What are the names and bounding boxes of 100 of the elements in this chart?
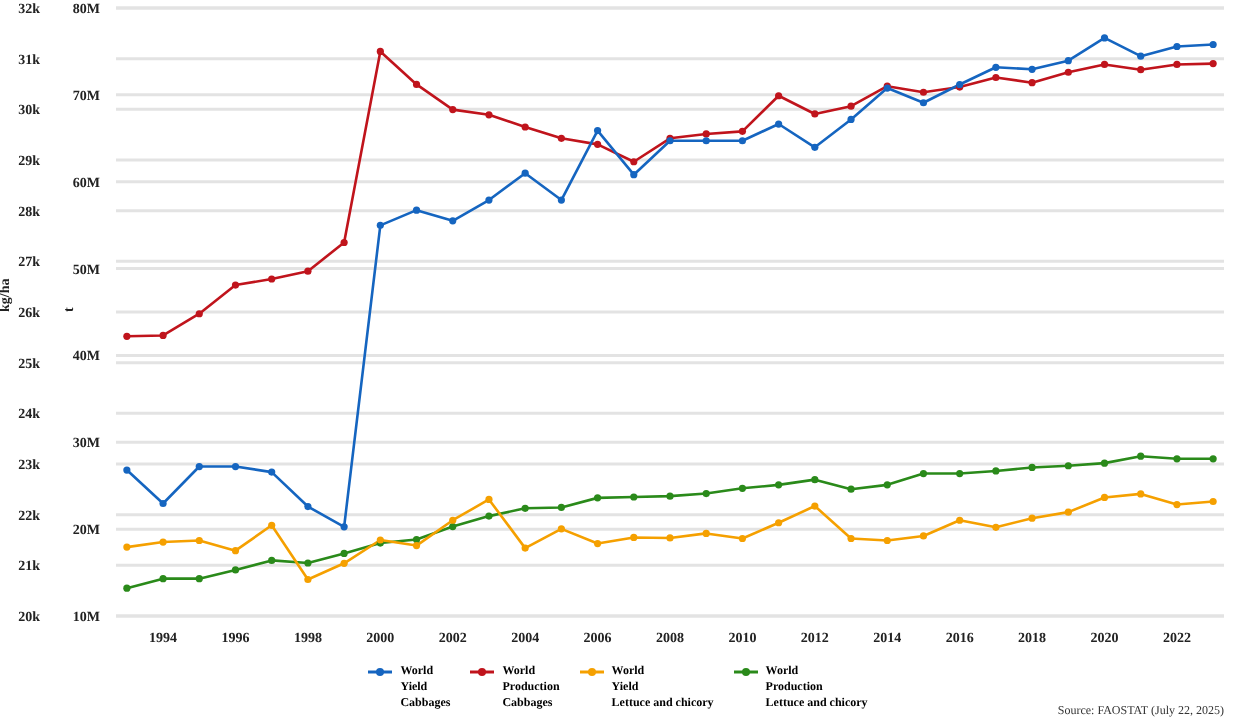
point <box>268 556 276 565</box>
point <box>1173 500 1181 509</box>
point <box>1028 79 1036 87</box>
point <box>847 485 855 493</box>
point <box>702 529 710 538</box>
point <box>412 535 421 544</box>
point <box>521 544 529 552</box>
point <box>919 99 928 107</box>
point <box>195 536 203 545</box>
point <box>485 196 493 204</box>
point <box>231 566 240 574</box>
point <box>992 63 1000 71</box>
point <box>557 525 565 533</box>
point <box>195 310 203 318</box>
point <box>992 467 1000 475</box>
point <box>1100 459 1109 467</box>
point <box>376 221 384 229</box>
point <box>521 169 529 177</box>
point <box>992 523 1000 531</box>
point <box>159 331 167 340</box>
point <box>811 502 819 510</box>
point <box>304 575 312 584</box>
point <box>340 549 348 558</box>
point <box>883 481 891 489</box>
point <box>1028 65 1036 73</box>
point <box>1100 493 1109 502</box>
point <box>956 469 964 478</box>
point <box>1173 42 1181 51</box>
point <box>1173 60 1181 69</box>
point <box>268 468 276 476</box>
point <box>630 533 638 542</box>
point <box>919 469 928 478</box>
point <box>1028 463 1036 472</box>
point <box>412 80 421 89</box>
point <box>521 504 529 512</box>
point <box>1100 60 1109 69</box>
point <box>268 275 276 283</box>
point <box>775 481 783 489</box>
point <box>593 494 602 502</box>
point <box>1064 508 1072 516</box>
point <box>811 143 819 151</box>
point <box>992 73 1000 82</box>
point <box>268 521 276 529</box>
point <box>775 120 783 128</box>
point <box>593 140 602 148</box>
point <box>485 512 493 520</box>
point <box>956 516 964 524</box>
point <box>847 115 855 124</box>
point <box>775 519 783 527</box>
point <box>123 543 131 551</box>
point <box>630 171 638 179</box>
point <box>304 559 312 567</box>
point <box>1137 66 1145 74</box>
point <box>1137 452 1145 460</box>
point <box>231 462 240 471</box>
point <box>449 522 457 531</box>
point <box>738 137 747 145</box>
point <box>593 539 602 548</box>
point <box>666 534 674 542</box>
point <box>1137 52 1145 60</box>
point <box>231 281 240 289</box>
point <box>449 217 457 225</box>
point <box>1100 34 1109 42</box>
point <box>304 267 312 275</box>
point <box>702 130 710 138</box>
point <box>738 534 747 543</box>
point <box>1173 455 1181 463</box>
point <box>738 484 747 492</box>
point <box>1064 68 1072 76</box>
point <box>1064 57 1072 65</box>
point <box>1209 40 1217 49</box>
point <box>195 575 203 583</box>
point <box>159 575 167 583</box>
point <box>593 127 602 135</box>
point <box>630 158 638 166</box>
point <box>159 538 167 546</box>
point <box>883 536 891 545</box>
point <box>630 493 638 501</box>
point <box>847 102 855 110</box>
point <box>1064 462 1072 470</box>
point <box>557 196 565 204</box>
point <box>666 492 674 500</box>
point <box>811 110 819 118</box>
point <box>919 88 928 96</box>
point <box>412 206 421 214</box>
point <box>231 547 240 555</box>
point <box>340 238 348 247</box>
point <box>376 47 384 56</box>
point <box>123 466 131 474</box>
point <box>304 502 312 511</box>
point <box>449 516 457 524</box>
point <box>702 137 710 145</box>
point <box>557 503 565 512</box>
point <box>811 476 819 484</box>
point <box>847 534 855 543</box>
point <box>1209 497 1217 506</box>
point <box>738 127 747 135</box>
point <box>1137 490 1145 498</box>
point <box>123 584 131 592</box>
point <box>1209 455 1217 463</box>
